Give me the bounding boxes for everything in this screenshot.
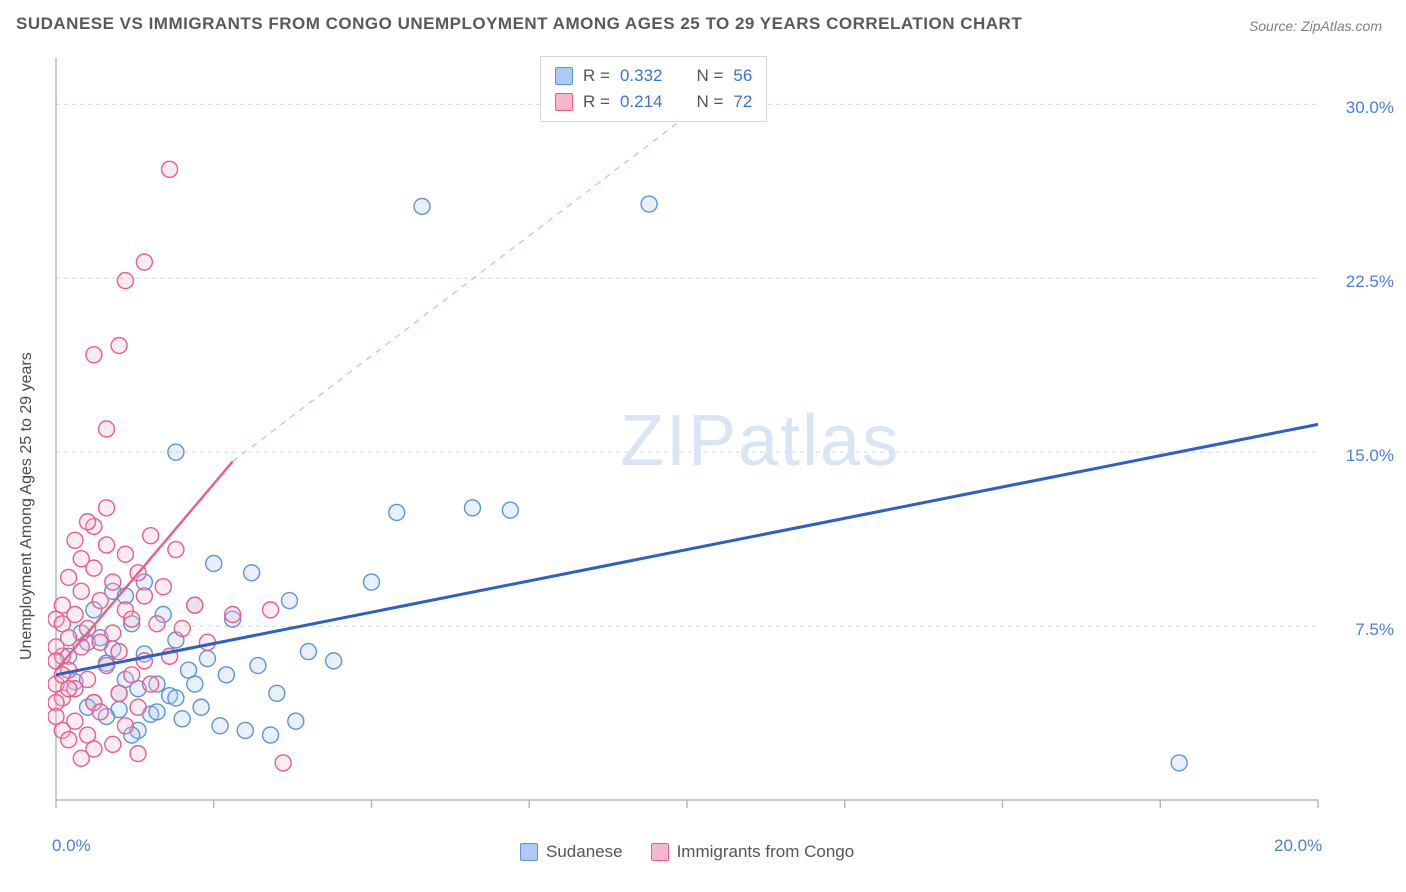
n-label: N =: [696, 89, 723, 115]
legend-label-congo: Immigrants from Congo: [677, 842, 855, 862]
watermark: ZIPatlas: [620, 400, 900, 482]
n-value-sudanese: 56: [733, 63, 752, 89]
r-label: R =: [583, 89, 610, 115]
legend-row-sudanese: R = 0.332 N = 56: [555, 63, 752, 89]
y-tick-label: 30.0%: [1346, 98, 1394, 118]
legend-row-congo: R = 0.214 N = 72: [555, 89, 752, 115]
y-tick-label: 22.5%: [1346, 272, 1394, 292]
legend-series: Sudanese Immigrants from Congo: [520, 842, 854, 862]
legend-correlation: R = 0.332 N = 56 R = 0.214 N = 72: [540, 56, 767, 122]
swatch-sudanese: [555, 67, 573, 85]
y-axis-label: Unemployment Among Ages 25 to 29 years: [18, 352, 36, 660]
x-tick-label: 0.0%: [52, 836, 91, 856]
y-tick-label: 15.0%: [1346, 446, 1394, 466]
swatch-sudanese: [520, 843, 538, 861]
y-tick-label: 7.5%: [1355, 620, 1394, 640]
n-label: N =: [696, 63, 723, 89]
legend-item-sudanese: Sudanese: [520, 842, 623, 862]
legend-item-congo: Immigrants from Congo: [651, 842, 855, 862]
r-label: R =: [583, 63, 610, 89]
chart-title: SUDANESE VS IMMIGRANTS FROM CONGO UNEMPL…: [16, 14, 1022, 34]
legend-label-sudanese: Sudanese: [546, 842, 623, 862]
source-label: Source: ZipAtlas.com: [1249, 18, 1382, 34]
watermark-atlas: atlas: [738, 401, 900, 481]
watermark-zip: ZIP: [620, 401, 738, 481]
n-value-congo: 72: [733, 89, 752, 115]
swatch-congo: [555, 93, 573, 111]
x-tick-label: 20.0%: [1274, 836, 1322, 856]
r-value-congo: 0.214: [620, 89, 663, 115]
r-value-sudanese: 0.332: [620, 63, 663, 89]
swatch-congo: [651, 843, 669, 861]
